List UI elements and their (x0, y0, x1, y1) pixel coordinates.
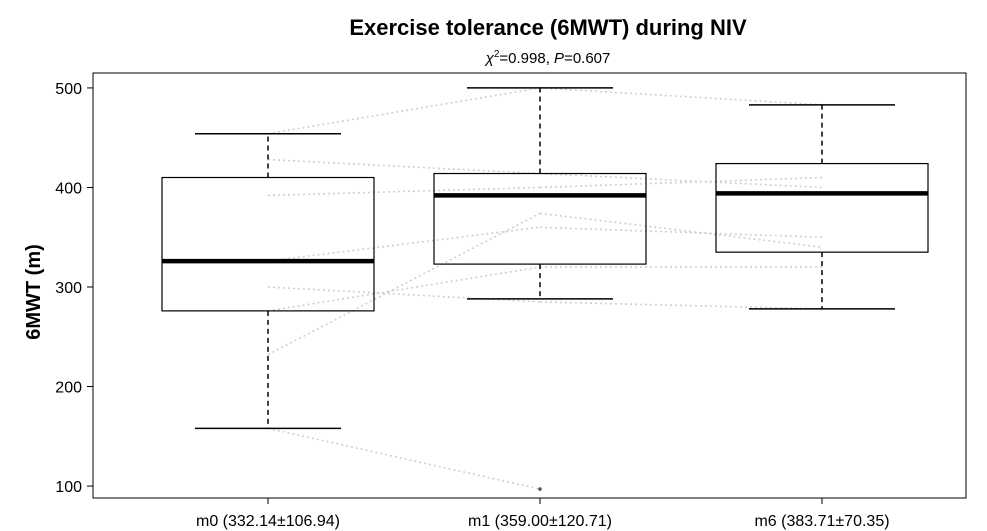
chi-symbol: χ (484, 50, 495, 67)
box-2 (715, 162, 929, 253)
x-category-label-1: m1 (359.00±120.71) (468, 513, 612, 530)
p-symbol: P (554, 50, 564, 67)
box-1 (433, 172, 647, 265)
paired-line-5-0 (267, 286, 541, 303)
x-category-label-0: m0 (332.14±106.94) (196, 513, 340, 530)
chart-subtitle: χ2=0.998, P=0.607 (484, 49, 611, 67)
chart-title: Exercise tolerance (6MWT) during NIV (349, 15, 747, 40)
box-0 (161, 176, 375, 312)
paired-line-1-0 (267, 158, 541, 175)
y-tick-label-200: 200 (55, 380, 82, 397)
outlier-point-0 (538, 487, 542, 491)
paired-line-0-1 (539, 87, 823, 106)
paired-line-3-1 (539, 226, 823, 239)
paired-line-3-0 (267, 226, 541, 262)
y-tick-label-300: 300 (55, 280, 82, 297)
paired-line-0-0 (267, 87, 541, 135)
y-tick-label-400: 400 (55, 180, 82, 197)
y-axis-label: 6MWT (m) (23, 244, 45, 340)
paired-line-6-0 (267, 427, 541, 490)
plot-frame (92, 72, 967, 499)
p-value: =0.607 (564, 50, 610, 67)
paired-line-4-0 (267, 212, 541, 356)
paired-line-4-1 (539, 212, 823, 248)
y-tick-label-100: 100 (55, 479, 82, 496)
plot-area: 100 200 300 400 500 m0 (332.14±106.94) m1 (359… (55, 72, 967, 530)
paired-line-2-1 (539, 176, 823, 189)
chi-value: =0.998, (499, 50, 554, 67)
paired-line-1-1 (539, 172, 823, 189)
x-category-label-2: m6 (383.71±70.35) (754, 513, 889, 530)
chi-superscript: 2 (494, 49, 500, 60)
paired-line-5-1 (539, 301, 823, 310)
paired-line-2-0 (267, 186, 541, 197)
y-tick-label-500: 500 (55, 81, 82, 98)
paired-line-7-0 (267, 266, 541, 312)
